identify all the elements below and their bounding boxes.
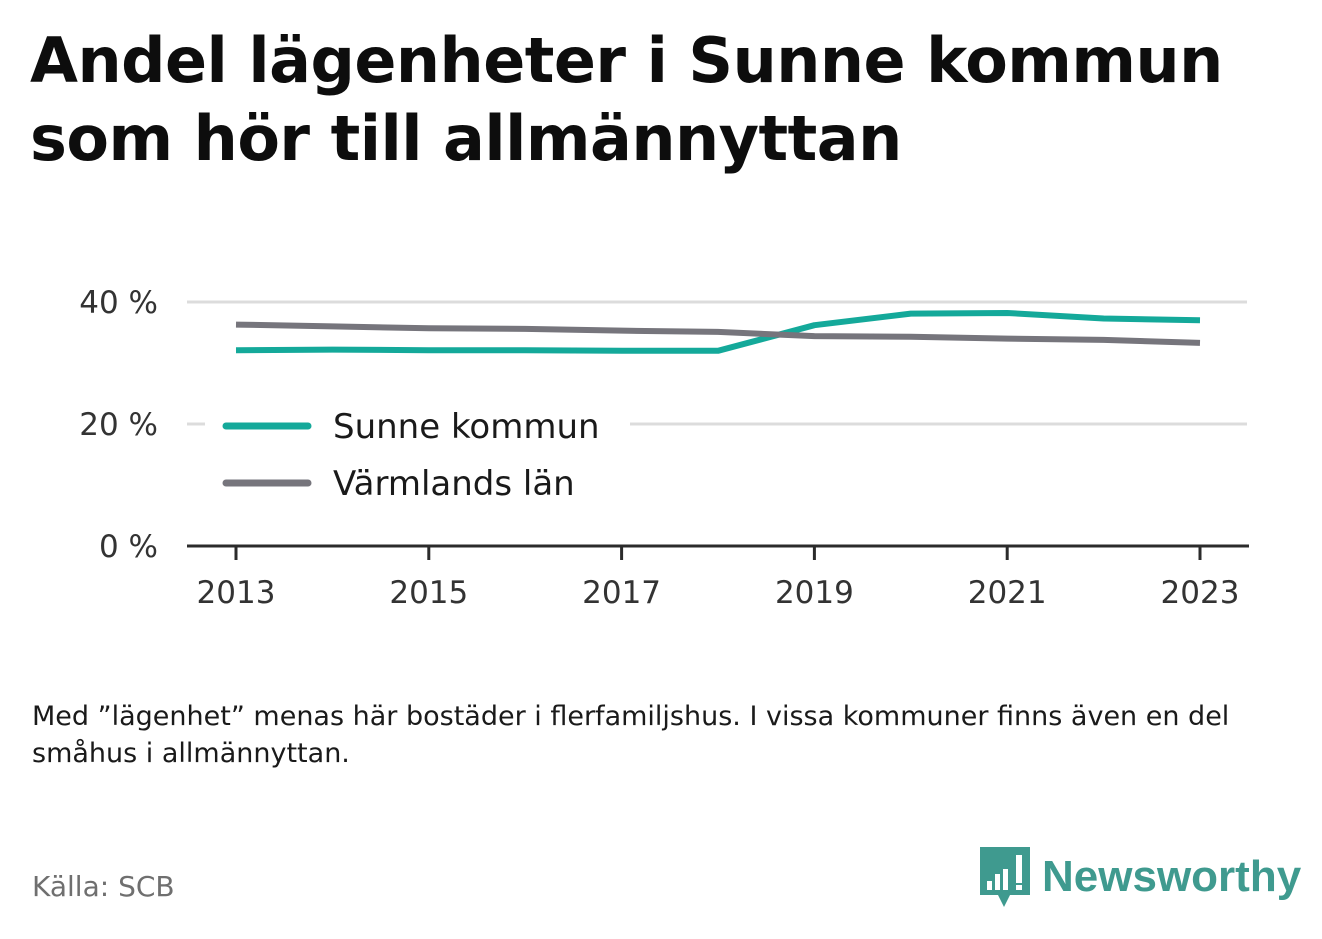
- y-tick-label: 0 %: [99, 529, 158, 565]
- series-line-1: [235, 321, 1201, 346]
- x-tick-label: 2017: [582, 575, 661, 611]
- newsworthy-logo: Newsworthy: [980, 845, 1301, 909]
- legend: Sunne kommun Värmlands län: [205, 398, 630, 518]
- footnote: Med ”lägenhet” menas här bostäder i fler…: [32, 701, 1230, 769]
- x-tick-label: 2021: [968, 575, 1047, 611]
- source-label: Källa: SCB: [32, 870, 175, 903]
- x-tick-label: 2015: [389, 575, 468, 611]
- axes: 0 % 20 % 40 % 2013 2015 2017 2019 2021 2023: [79, 285, 1249, 611]
- x-tick-label: 2013: [197, 575, 276, 611]
- y-tick-label: 20 %: [79, 407, 158, 443]
- bar-chart-speech-bubble-icon: [980, 847, 1030, 907]
- legend-label-sunne: Sunne kommun: [333, 407, 600, 447]
- x-tick-label: 2023: [1161, 575, 1240, 611]
- y-tick-label: 40 %: [79, 285, 158, 321]
- x-tick-label: 2019: [775, 575, 854, 611]
- brand-name: Newsworthy: [1042, 852, 1302, 901]
- legend-background: [205, 398, 630, 518]
- series-line-0: [235, 309, 1201, 354]
- series-lines: [235, 309, 1201, 354]
- legend-label-varmland: Värmlands län: [333, 464, 575, 504]
- chart-title: Andel lägenheter i Sunne kommun som hör …: [30, 24, 1223, 175]
